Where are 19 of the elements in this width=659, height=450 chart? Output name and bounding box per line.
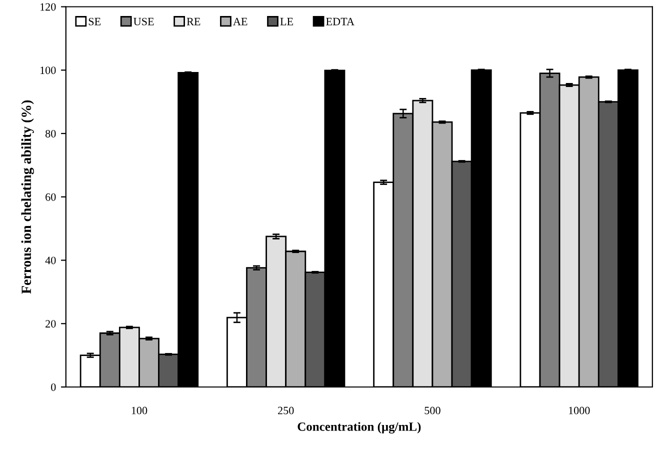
legend-label: AE: [233, 18, 248, 26]
y-axis-title: Ferrous ion chelating ability (%): [21, 100, 34, 294]
y-tick-label: 20: [46, 320, 56, 328]
y-tick-label: 120: [40, 3, 56, 11]
legend-label: EDTA: [326, 18, 354, 26]
x-tick-label: 1000: [568, 406, 590, 414]
y-tick-label: 60: [46, 193, 56, 201]
legend-label: USE: [134, 18, 154, 26]
y-tick-label: 80: [45, 130, 56, 138]
legend-label: SE: [88, 18, 101, 26]
x-tick-label: 100: [132, 406, 148, 414]
y-tick-label: 0: [51, 383, 56, 391]
y-tick-label: 100: [40, 66, 56, 74]
legend-label: RE: [186, 18, 200, 26]
x-tick-label: 250: [278, 406, 294, 414]
x-axis-title: Concentration (μg/mL): [298, 422, 421, 434]
y-tick-label: 40: [45, 256, 56, 264]
legend-label: LE: [280, 18, 293, 26]
x-tick-label: 500: [424, 406, 440, 414]
